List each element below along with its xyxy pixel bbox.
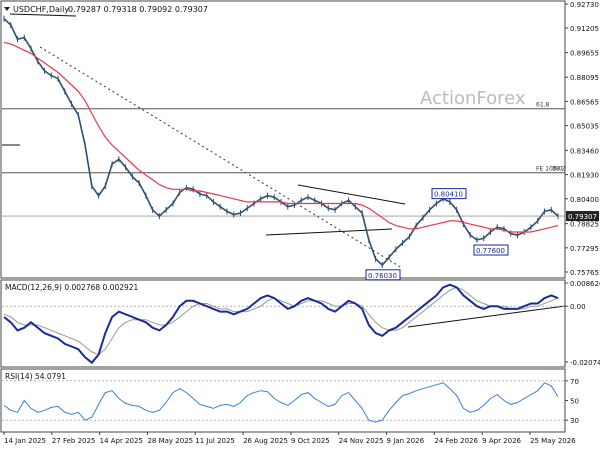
date-tick-label: 24 Feb 2026 [434,437,478,445]
price-panel [0,0,566,279]
rsi-tick-label: 70 [570,378,579,386]
trendlines [2,13,566,328]
price-tick-label: 0.85035 [570,123,599,131]
price-marker-label: 0.80410 [434,191,463,199]
current-price-tag [566,211,599,222]
date-tick-label: 14 Jan 2025 [4,437,46,445]
trendline-top-left [9,13,77,17]
date-axis: 14 Jan 2025 27 Feb 2025 14 Apr 2025 28 May … [3,432,576,445]
date-tick-label: 26 Aug 2025 [243,437,288,445]
price-markers: 0.80410 0.77600 0.76030 [365,188,509,281]
macd-tick-label: 0.00 [570,303,586,311]
fib-level-label: 61.8 [536,102,550,109]
macd-line [3,283,559,365]
price-tick-label: 0.81930 [570,172,599,180]
dropdown-triangle-icon[interactable] [4,7,10,11]
rsi-line [3,382,559,423]
macd-tick-label: -0.020745 [570,359,600,367]
price-marker-label: 0.76030 [368,272,397,280]
date-tick-label: 11 Jul 2025 [195,437,235,445]
fib-level-label: 38.2 [552,166,566,173]
date-tick-label: 24 Nov 2025 [339,437,384,445]
price-tick-label: 0.88095 [570,74,599,82]
price-tick-label: 0.92730 [570,1,599,9]
date-tick-label: 28 May 2025 [147,437,193,445]
channel-lower-line [265,228,393,236]
rsi-tick-label: 50 [570,398,579,406]
macd-panel [0,279,566,368]
price-tick-label: 0.83460 [570,147,599,155]
macd-trendline [407,305,566,328]
macd-series: 0.008626 0.00 -0.020745 [2,280,600,367]
date-tick-label: 14 Apr 2025 [100,437,143,445]
ohlc-readout: 0.79287 0.79318 0.79092 0.79307 [68,5,208,14]
date-tick-label: 9 Oct 2025 [291,437,330,445]
price-tick-label: 0.75765 [570,269,599,277]
price-marker-label: 0.77600 [476,247,505,255]
watermark: ActionForex [420,88,526,109]
price-marker-box [431,188,467,200]
date-tick-label: 27 Feb 2025 [52,437,96,445]
current-price-label: 0.79307 [568,213,597,221]
price-series [3,15,559,269]
level-lines: 61.8 FE 100.038.2 [2,102,566,217]
price-marker-box [473,244,509,256]
date-tick-label: 9 Apr 2026 [482,437,521,445]
price-tick-label: 0.86565 [570,98,599,106]
macd-signal-line [3,286,559,356]
date-tick-label: 25 May 2026 [530,437,576,445]
macd-tick-label: 0.008626 [570,280,600,288]
price-tick-label: 0.89655 [570,50,599,58]
dashed-trendline [39,46,403,269]
symbol-label: USDCHF,Daily [13,5,69,14]
channel-upper-line [297,184,406,205]
price-marker-box [365,269,401,281]
price-tick-label: 0.91205 [570,25,599,33]
price-axis: 0.92730 0.91205 0.89655 0.88095 0.86565 0.850… [565,1,599,277]
rsi-tick-label: 30 [570,417,579,425]
price-tick-label: 0.78825 [570,221,599,229]
fib-level-label: FE 100.0 [536,166,563,173]
rsi-series: 70 50 30 [2,378,579,425]
price-tick-label: 0.77295 [570,245,599,253]
rsi-title: RSI(14) 54.0791 [5,372,66,381]
macd-title: MACD(12,26,9) 0.002768 0.002921 [5,283,139,292]
price-tick-label: 0.80400 [570,196,599,204]
date-tick-label: 9 Jan 2026 [387,437,425,445]
moving-average-line [3,41,559,233]
